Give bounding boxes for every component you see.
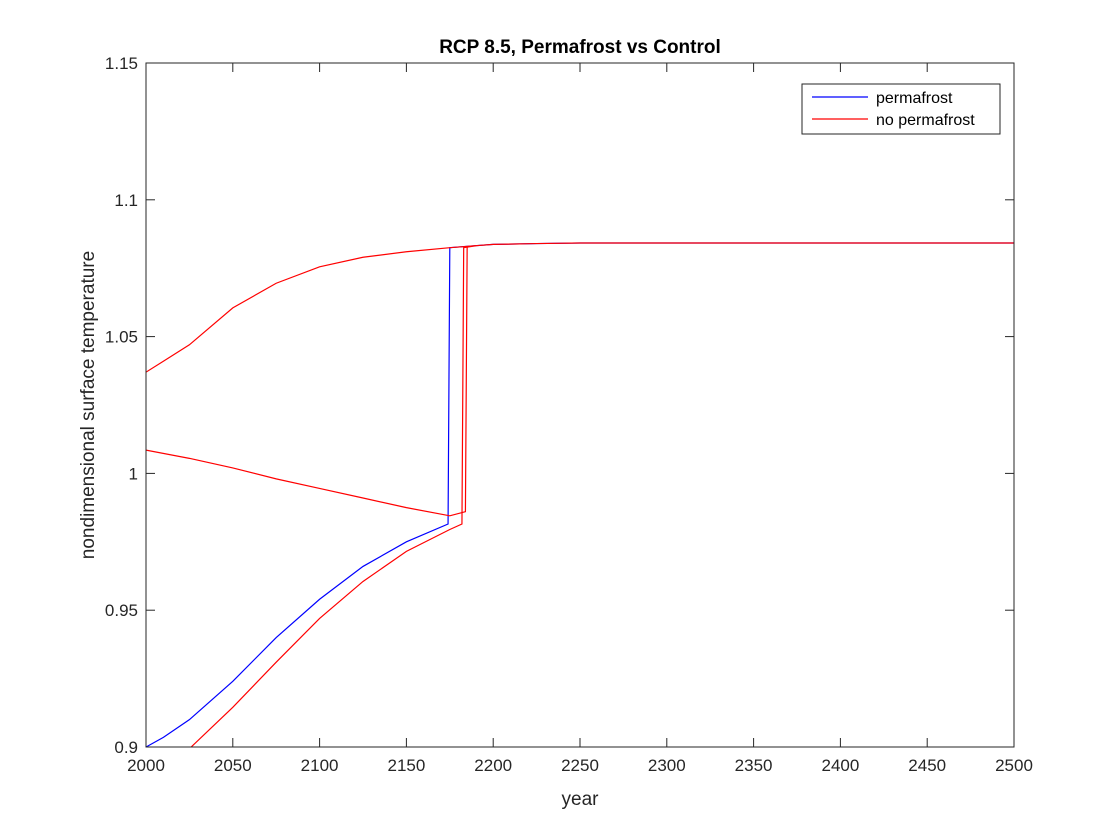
y-tick-label: 1.1 <box>114 191 138 210</box>
x-tick-label: 2400 <box>821 756 859 775</box>
y-tick-label: 1.05 <box>105 328 138 347</box>
legend: permafrost no permafrost <box>801 83 1001 135</box>
chart-title: RCP 8.5, Permafrost vs Control <box>439 37 721 58</box>
x-axis-title: year <box>562 789 600 810</box>
legend-label-permafrost: permafrost <box>876 90 953 107</box>
x-tick-label: 2250 <box>561 756 599 775</box>
y-tick-label: 0.95 <box>105 601 138 620</box>
x-tick-label: 2150 <box>387 756 425 775</box>
x-tick-label: 2200 <box>474 756 512 775</box>
series-line-no-permafrost-3 <box>190 245 476 747</box>
x-tick-label: 2050 <box>214 756 252 775</box>
legend-label-no-permafrost: no permafrost <box>876 112 975 129</box>
y-axis-title: nondimensional surface temperature <box>78 251 99 559</box>
series-layer <box>146 242 1014 747</box>
plot-area <box>146 63 1014 747</box>
x-tick-label: 2350 <box>735 756 773 775</box>
x-tick-label: 2500 <box>995 756 1033 775</box>
series-line-no-permafrost-2 <box>146 246 468 517</box>
x-tick-label: 2100 <box>301 756 339 775</box>
y-tick-label: 0.9 <box>114 738 138 757</box>
series-line-no-permafrost-1 <box>146 242 1014 373</box>
y-tick-label: 1.15 <box>105 54 138 73</box>
y-axis: 0.9 0.95 1 1.05 1.1 1.15 <box>105 54 1014 757</box>
x-tick-label: 2000 <box>127 756 165 775</box>
x-tick-label: 2300 <box>648 756 686 775</box>
x-axis: 2000 2050 2100 2150 2200 2250 2300 2350 2400 2450… <box>127 63 1033 775</box>
legend-box <box>801 83 1001 135</box>
y-tick-label: 1 <box>129 464 138 483</box>
x-tick-label: 2450 <box>908 756 946 775</box>
